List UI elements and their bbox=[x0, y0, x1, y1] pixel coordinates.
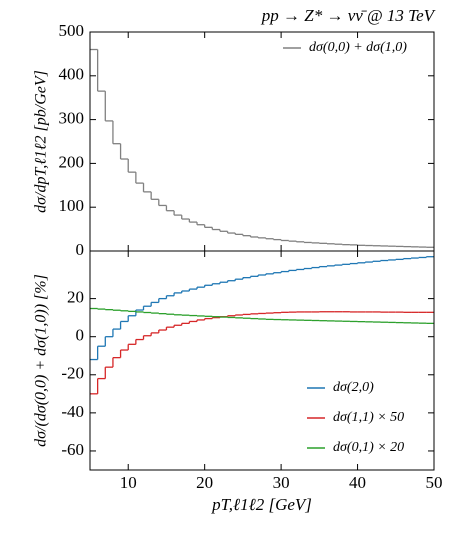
y-tick-label: 300 bbox=[59, 109, 85, 128]
y-tick-label: -20 bbox=[61, 364, 84, 383]
y-axis-label: dσ/dpT,ℓ1ℓ2 [pb/GeV] bbox=[33, 70, 50, 213]
x-tick-label: 30 bbox=[273, 473, 290, 492]
x-tick-label: 40 bbox=[349, 473, 366, 492]
step-connector bbox=[96, 311, 405, 394]
step-connector bbox=[96, 256, 428, 360]
legend-label: dσ(0,0) + dσ(1,0) bbox=[309, 40, 407, 55]
legend-label: dσ(2,0) bbox=[333, 380, 374, 395]
y-tick-label: 400 bbox=[59, 65, 85, 84]
x-tick-label: 10 bbox=[120, 473, 137, 492]
y-tick-label: 500 bbox=[59, 21, 85, 40]
chart-title: pp → Z* → νν̄ @ 13 TeV bbox=[261, 6, 437, 25]
step-connector bbox=[96, 308, 428, 324]
y-tick-label: 0 bbox=[76, 240, 85, 259]
y-tick-label: 200 bbox=[59, 152, 85, 171]
step-connector bbox=[96, 49, 428, 248]
x-axis-label: pT,ℓ1ℓ2 [GeV] bbox=[211, 495, 312, 514]
legend-label: dσ(0,1) × 20 bbox=[333, 440, 404, 455]
y-tick-label: -60 bbox=[61, 440, 84, 459]
y-tick-label: 0 bbox=[76, 326, 85, 345]
plot-frame bbox=[89, 31, 435, 252]
y-tick-label: 100 bbox=[59, 196, 85, 215]
x-tick-label: 50 bbox=[426, 473, 443, 492]
y-axis-label: dσ/(dσ(0,0) + dσ(1,0)) [%] bbox=[33, 274, 50, 447]
y-tick-label: -40 bbox=[61, 402, 84, 421]
y-tick-label: 20 bbox=[67, 288, 84, 307]
legend-label: dσ(1,1) × 50 bbox=[333, 410, 404, 425]
x-tick-label: 20 bbox=[196, 473, 213, 492]
plot-frame bbox=[89, 250, 435, 471]
